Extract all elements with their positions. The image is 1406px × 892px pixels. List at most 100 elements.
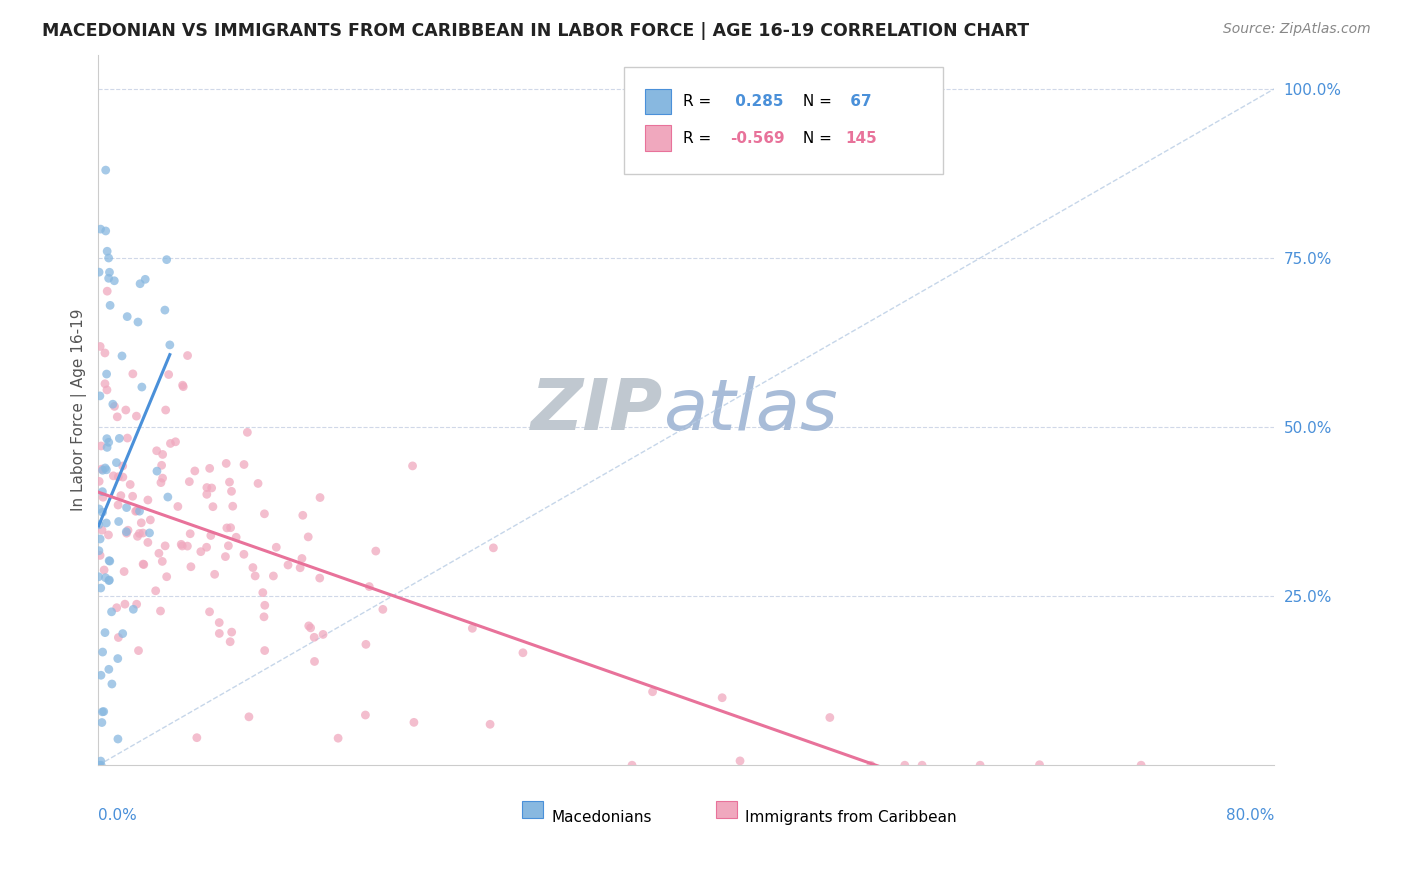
Point [1028,757,1050,772]
Point [107,651,129,665]
Point [818,710,841,724]
Point [96,383,118,397]
Point [277,558,299,572]
Point [204,567,226,582]
Point [94,461,117,475]
Point [190,544,212,558]
Point [297,530,319,544]
Text: Macedonians: Macedonians [551,810,651,825]
Text: 145: 145 [845,131,877,145]
Point [90,715,112,730]
Point [233,458,256,472]
Point [125,597,148,611]
Point [236,425,259,440]
Point [111,470,134,484]
Point [247,476,270,491]
Point [221,484,243,499]
Point [107,515,129,529]
Point [298,619,321,633]
Point [172,379,194,393]
Point [176,539,198,553]
Point [97,574,120,588]
Point [101,397,124,411]
Point [111,458,134,473]
Point [110,489,132,503]
Point [132,558,155,572]
Point [149,604,172,618]
Point [253,599,276,613]
Text: atlas: atlas [662,376,838,445]
Point [96,441,118,455]
Point [107,631,129,645]
Point [243,569,266,583]
Point [482,541,505,555]
FancyBboxPatch shape [624,67,942,175]
Point [132,557,155,571]
Point [89,475,111,489]
Point [98,554,121,568]
Point [125,504,148,518]
Point [103,400,125,414]
Point [172,539,194,553]
Point [89,339,111,353]
Text: R =: R = [683,131,716,145]
Point [97,271,120,285]
Point [291,508,314,523]
Point [911,758,934,772]
Point [107,469,129,483]
Point [167,500,190,514]
Point [354,637,377,651]
Point [728,754,751,768]
Text: R =: R = [683,94,716,109]
Point [90,581,112,595]
Y-axis label: In Labor Force | Age 16-19: In Labor Force | Age 16-19 [72,309,87,511]
Point [221,625,243,640]
Point [253,643,276,657]
Point [91,645,114,659]
Point [93,705,115,719]
Point [198,461,221,475]
Point [111,349,134,363]
Point [90,462,112,476]
Point [117,523,139,537]
Point [122,602,145,616]
Point [94,571,117,585]
Point [232,547,254,561]
Point [89,502,111,516]
Point [90,222,112,236]
Point [129,277,152,291]
Point [91,484,114,499]
Point [91,490,114,504]
Text: Source: ZipAtlas.com: Source: ZipAtlas.com [1223,22,1371,37]
Point [145,583,167,598]
Point [208,615,231,630]
Point [96,367,118,381]
Point [195,487,218,501]
Point [200,528,222,542]
Text: N =: N = [797,94,837,109]
Point [225,530,247,544]
Point [156,570,179,584]
Point [894,758,917,772]
Point [90,758,112,772]
Point [103,468,125,483]
Point [129,516,152,530]
Point [91,523,114,537]
Point [371,602,394,616]
Point [179,526,201,541]
Point [308,571,330,585]
Point [138,525,160,540]
Point [170,537,193,551]
Point [94,376,117,391]
Point [242,560,264,574]
Point [219,634,242,648]
Point [105,456,128,470]
Point [114,403,136,417]
Point [98,554,121,568]
Point [512,646,534,660]
Point [101,677,124,691]
Point [302,630,325,644]
Point [127,529,149,543]
Point [90,754,112,768]
Point [309,491,332,505]
